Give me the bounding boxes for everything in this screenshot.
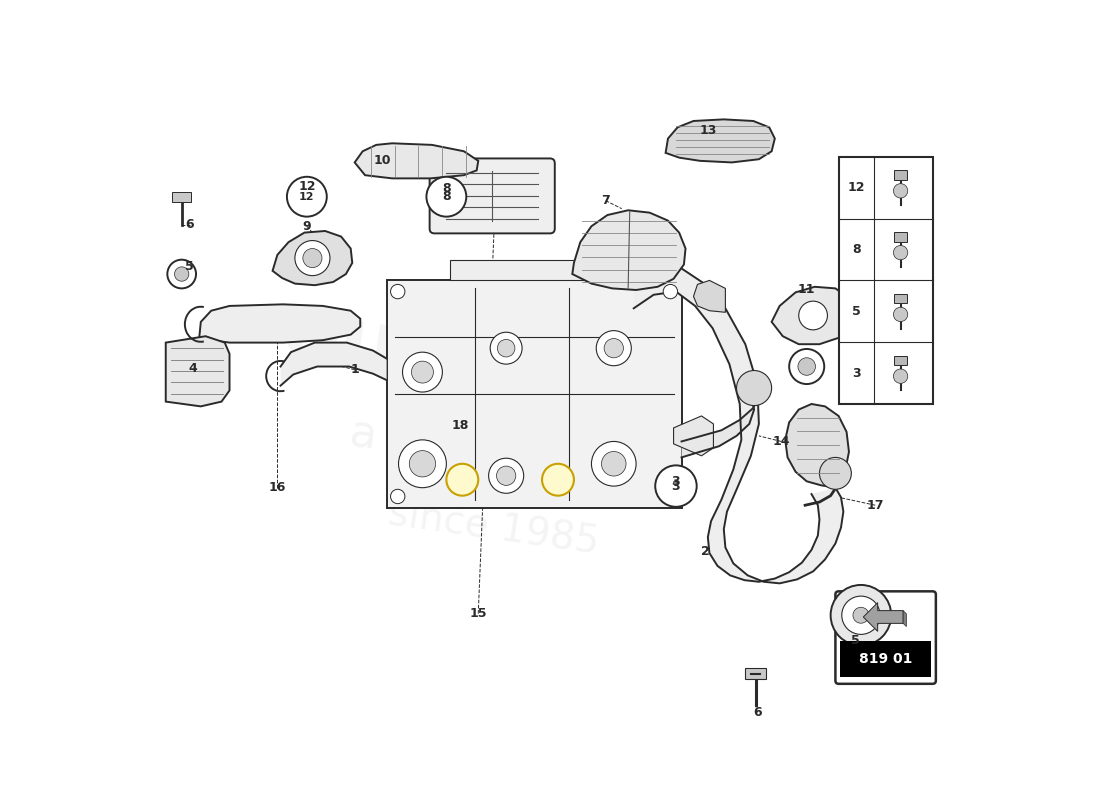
Polygon shape: [199, 304, 361, 342]
Text: 2: 2: [701, 545, 710, 558]
Circle shape: [175, 267, 189, 282]
Circle shape: [488, 458, 524, 494]
Text: 3: 3: [852, 366, 861, 379]
Text: 5: 5: [185, 259, 194, 273]
Text: 12: 12: [298, 180, 316, 193]
Circle shape: [799, 301, 827, 330]
Text: 17: 17: [867, 498, 884, 512]
Text: 8: 8: [852, 243, 861, 256]
Text: 5: 5: [851, 634, 860, 647]
Bar: [838, 157, 933, 404]
Text: 16: 16: [268, 481, 286, 494]
Circle shape: [447, 464, 478, 496]
Circle shape: [602, 451, 626, 476]
Polygon shape: [666, 119, 774, 162]
Text: 6: 6: [754, 706, 761, 719]
Circle shape: [390, 285, 405, 298]
Circle shape: [411, 361, 433, 383]
Circle shape: [830, 585, 891, 646]
Circle shape: [663, 285, 678, 298]
Polygon shape: [693, 281, 725, 312]
Polygon shape: [682, 380, 759, 458]
Bar: [894, 232, 908, 242]
Circle shape: [596, 330, 631, 366]
Circle shape: [656, 466, 696, 507]
FancyBboxPatch shape: [430, 158, 554, 234]
Circle shape: [893, 307, 907, 322]
Polygon shape: [634, 269, 759, 553]
Circle shape: [302, 249, 322, 268]
Text: 3: 3: [672, 475, 680, 488]
Text: 1: 1: [350, 363, 359, 376]
Circle shape: [842, 596, 880, 634]
Circle shape: [789, 349, 824, 384]
Circle shape: [663, 490, 678, 504]
Circle shape: [542, 464, 574, 496]
Text: 5: 5: [852, 305, 861, 318]
Circle shape: [167, 260, 196, 288]
Text: 13: 13: [700, 124, 716, 137]
Circle shape: [427, 177, 466, 217]
Circle shape: [496, 466, 516, 486]
Polygon shape: [450, 261, 586, 281]
Polygon shape: [864, 602, 903, 631]
Circle shape: [295, 241, 330, 276]
Circle shape: [604, 338, 624, 358]
Circle shape: [737, 370, 771, 406]
Text: a passion: a passion: [348, 412, 562, 484]
Circle shape: [409, 450, 436, 477]
Circle shape: [798, 358, 815, 375]
Circle shape: [852, 607, 869, 623]
Circle shape: [287, 177, 327, 217]
Circle shape: [820, 458, 851, 490]
Text: 819 01: 819 01: [859, 652, 912, 666]
Circle shape: [403, 352, 442, 392]
Polygon shape: [673, 416, 714, 456]
Bar: [840, 642, 931, 678]
Text: 18: 18: [452, 419, 470, 432]
Polygon shape: [354, 143, 478, 178]
Circle shape: [893, 184, 907, 198]
Text: 10: 10: [374, 154, 392, 167]
Text: 11: 11: [798, 283, 815, 297]
Circle shape: [592, 442, 636, 486]
Text: 12: 12: [299, 192, 315, 202]
Circle shape: [497, 339, 515, 357]
Text: 9: 9: [302, 220, 311, 233]
Circle shape: [893, 246, 907, 260]
FancyBboxPatch shape: [835, 591, 936, 684]
Bar: [172, 192, 191, 202]
Polygon shape: [785, 404, 849, 488]
Circle shape: [893, 369, 907, 383]
Text: 15: 15: [470, 607, 487, 620]
Text: 6: 6: [185, 218, 194, 231]
Polygon shape: [710, 488, 844, 583]
Bar: [894, 355, 908, 365]
Text: since 1985: since 1985: [386, 494, 602, 561]
Polygon shape: [903, 610, 906, 626]
Polygon shape: [849, 296, 876, 320]
Text: 8: 8: [442, 182, 451, 195]
Text: 7: 7: [602, 194, 610, 207]
Polygon shape: [166, 336, 230, 406]
Circle shape: [491, 332, 522, 364]
Text: 8: 8: [442, 190, 451, 203]
Bar: [746, 668, 766, 679]
Text: 12: 12: [848, 182, 866, 194]
FancyBboxPatch shape: [386, 281, 682, 508]
Polygon shape: [572, 210, 685, 290]
Polygon shape: [280, 342, 386, 386]
Circle shape: [390, 490, 405, 504]
Text: euros: euros: [278, 294, 551, 410]
Text: 14: 14: [772, 435, 790, 448]
Polygon shape: [771, 286, 855, 344]
Bar: [894, 294, 908, 303]
Text: 3: 3: [672, 479, 680, 493]
Bar: [894, 170, 908, 180]
Text: 4: 4: [188, 362, 197, 374]
Polygon shape: [273, 231, 352, 286]
Circle shape: [398, 440, 447, 488]
